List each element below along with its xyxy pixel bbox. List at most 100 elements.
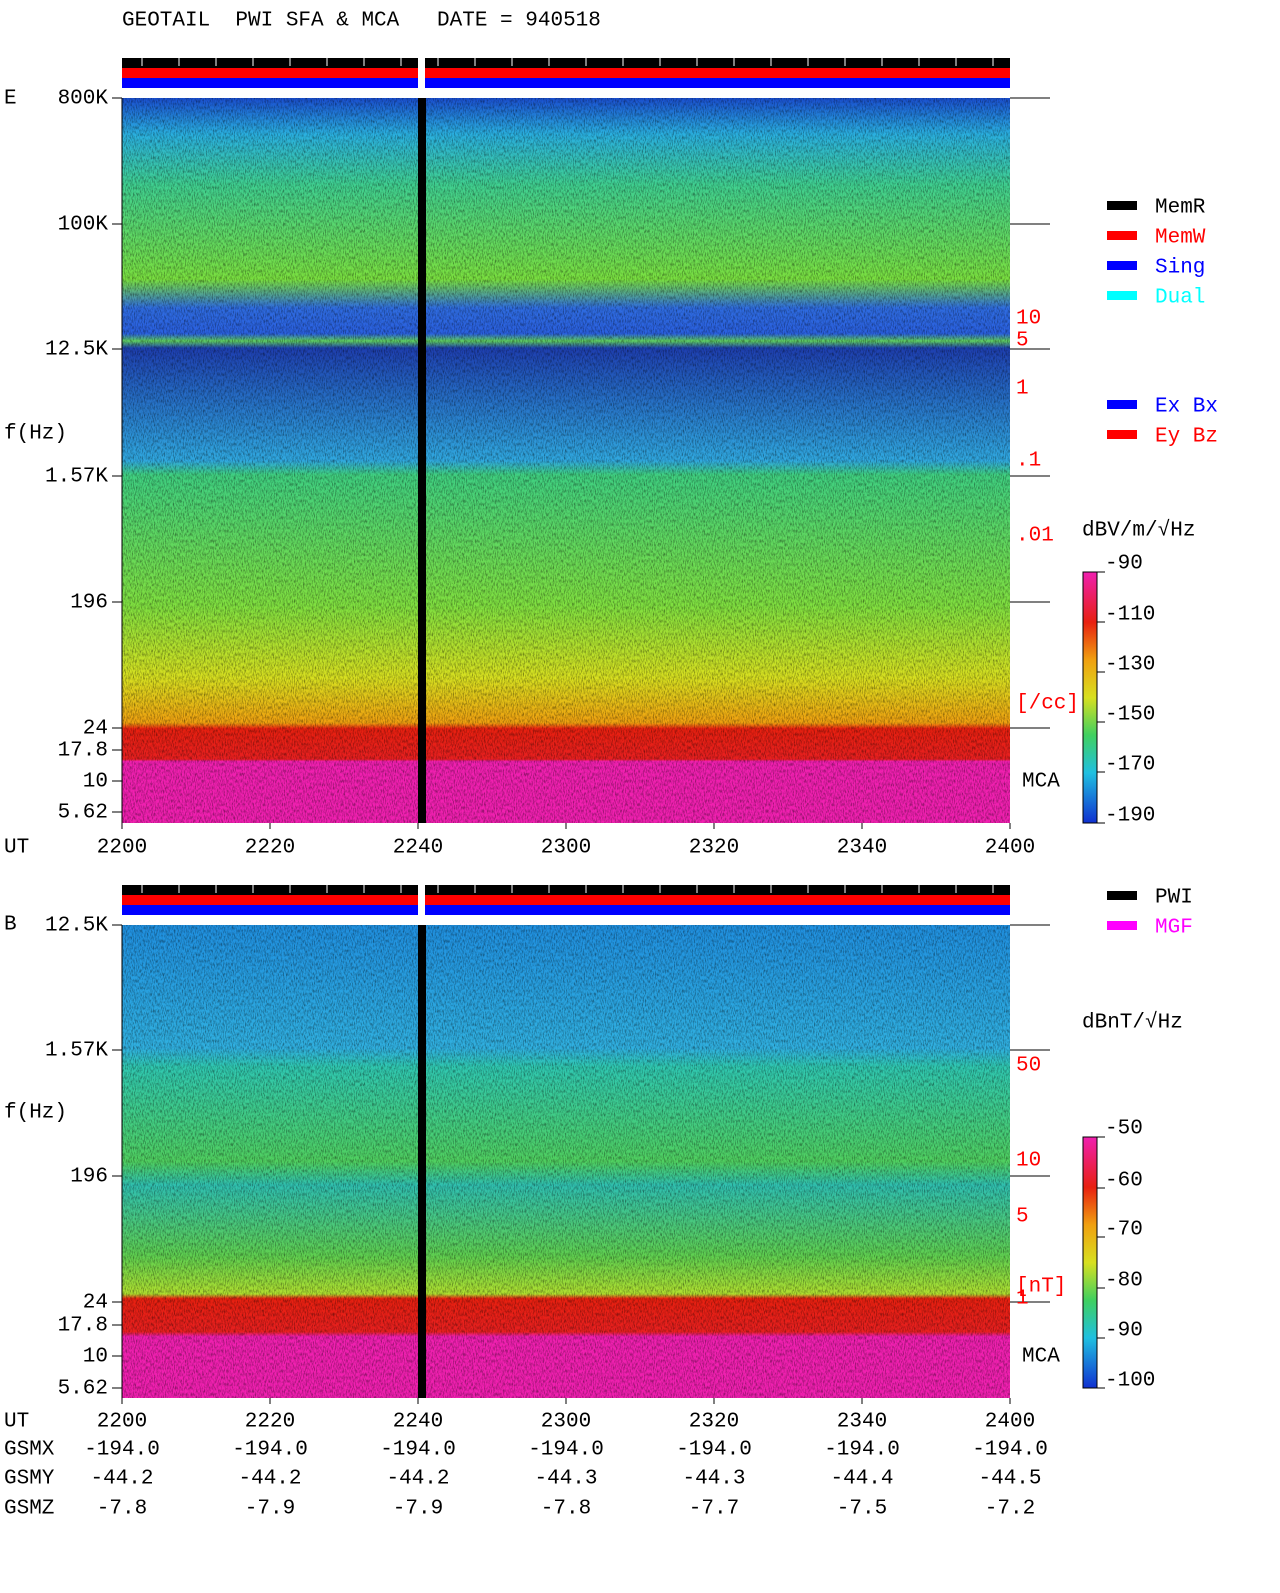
status-bar xyxy=(122,905,1010,915)
colorbar xyxy=(1082,1136,1098,1389)
x-tick-label: 2300 xyxy=(541,1411,591,1434)
colorbar-label: -90 xyxy=(1105,553,1143,576)
right-label: 1 xyxy=(1016,378,1029,401)
y-tick-label: 10 xyxy=(83,771,108,794)
position-value: -44.2 xyxy=(90,1468,153,1491)
x-tick-label: 2320 xyxy=(689,1411,739,1434)
title: GEOTAIL PWI SFA & MCA DATE = 940518 xyxy=(122,10,601,33)
colorbar-label: -170 xyxy=(1105,754,1155,777)
y-axis-label: f(Hz) xyxy=(4,1102,67,1125)
right-label: 1 xyxy=(1016,1288,1029,1311)
right-label: .1 xyxy=(1016,450,1041,473)
position-value: -44.2 xyxy=(238,1468,301,1491)
status-bar xyxy=(122,78,1010,88)
position-value: -7.5 xyxy=(837,1498,887,1521)
right-label: .01 xyxy=(1016,525,1054,548)
x-tick-label: 2240 xyxy=(393,1411,443,1434)
status-gap xyxy=(418,885,425,915)
y-tick-label: 12.5K xyxy=(45,339,108,362)
position-name: GSMY xyxy=(4,1468,55,1491)
right-label: 5 xyxy=(1016,330,1029,353)
legend-swatch xyxy=(1107,430,1137,439)
x-tick-label: 2400 xyxy=(985,837,1035,860)
legend-label: MemR xyxy=(1155,197,1206,220)
colorbar-label: -60 xyxy=(1105,1170,1143,1193)
x-tick-label: 2240 xyxy=(393,837,443,860)
y-tick-label: 1.57K xyxy=(45,1040,108,1063)
x-tick-label: 2340 xyxy=(837,837,887,860)
y-tick-label: 24 xyxy=(83,1292,108,1315)
position-value: -44.2 xyxy=(386,1468,449,1491)
panel-label: B xyxy=(4,914,17,937)
legend-swatch xyxy=(1107,261,1137,270)
legend-label: Ey Bz xyxy=(1155,426,1218,449)
position-value: -7.9 xyxy=(245,1498,295,1521)
status-bar xyxy=(122,895,1010,905)
x-tick-label: 2300 xyxy=(541,837,591,860)
colorbar-label: -50 xyxy=(1105,1118,1143,1141)
mca-label: MCA xyxy=(1022,771,1060,794)
position-value: -44.5 xyxy=(978,1468,1041,1491)
legend-label: MGF xyxy=(1155,917,1193,940)
legend-label: Ex Bx xyxy=(1155,396,1218,419)
position-value: -44.4 xyxy=(830,1468,893,1491)
data-gap xyxy=(418,925,426,1398)
position-value: -194.0 xyxy=(380,1439,456,1462)
y-tick-label: 196 xyxy=(70,1166,108,1189)
right-label: [nT] xyxy=(1016,1276,1066,1299)
legend-label: Dual xyxy=(1155,287,1205,310)
position-name: GSMX xyxy=(4,1439,55,1462)
position-value: -7.8 xyxy=(97,1498,147,1521)
right-label: 10 xyxy=(1016,308,1041,331)
legend-swatch xyxy=(1107,291,1137,300)
position-name: GSMZ xyxy=(4,1498,54,1521)
position-value: -194.0 xyxy=(824,1439,900,1462)
legend-label: PWI xyxy=(1155,887,1193,910)
colorbar-label: -190 xyxy=(1105,805,1155,828)
legend-swatch xyxy=(1107,891,1137,900)
x-tick-label: 2220 xyxy=(245,1411,295,1434)
position-value: -44.3 xyxy=(682,1468,745,1491)
unit-label: dBnT/√Hz xyxy=(1082,1011,1183,1035)
position-value: -194.0 xyxy=(972,1439,1048,1462)
position-value: -7.7 xyxy=(689,1498,739,1521)
colorbar-label: -110 xyxy=(1105,604,1155,627)
spectrogram-noise xyxy=(122,98,1010,823)
panel-label: E xyxy=(4,88,17,111)
y-tick-label: 12.5K xyxy=(45,915,108,938)
right-label: 10 xyxy=(1016,1150,1041,1173)
y-axis-label: f(Hz) xyxy=(4,423,67,446)
y-tick-label: 17.8 xyxy=(58,1315,108,1338)
position-value: -7.9 xyxy=(393,1498,443,1521)
x-axis-label: UT xyxy=(4,837,29,860)
legend-label: MemW xyxy=(1155,227,1206,250)
colorbar-label: -100 xyxy=(1105,1370,1155,1393)
x-tick-label: 2340 xyxy=(837,1411,887,1434)
position-value: -194.0 xyxy=(84,1439,160,1462)
colorbar-label: -70 xyxy=(1105,1219,1143,1242)
right-label: [/cc] xyxy=(1016,693,1079,716)
y-tick-label: 24 xyxy=(83,718,108,741)
x-tick-label: 2400 xyxy=(985,1411,1035,1434)
legend-swatch xyxy=(1107,400,1137,409)
position-value: -194.0 xyxy=(676,1439,752,1462)
x-tick-label: 2200 xyxy=(97,837,147,860)
legend-swatch xyxy=(1107,231,1137,240)
right-label: 5 xyxy=(1016,1206,1029,1229)
position-value: -44.3 xyxy=(534,1468,597,1491)
x-tick-label: 2200 xyxy=(97,1411,147,1434)
status-bar xyxy=(122,885,1010,895)
colorbar-label: -90 xyxy=(1105,1320,1143,1343)
y-tick-label: 1.57K xyxy=(45,466,108,489)
legend-label: Sing xyxy=(1155,257,1205,280)
right-label: 50 xyxy=(1016,1055,1041,1078)
y-tick-label: 800K xyxy=(58,88,109,111)
position-value: -7.2 xyxy=(985,1498,1035,1521)
position-value: -194.0 xyxy=(232,1439,308,1462)
colorbar-label: -150 xyxy=(1105,704,1155,727)
y-tick-label: 10 xyxy=(83,1346,108,1369)
y-tick-label: 5.62 xyxy=(58,802,108,825)
legend-swatch xyxy=(1107,201,1137,210)
